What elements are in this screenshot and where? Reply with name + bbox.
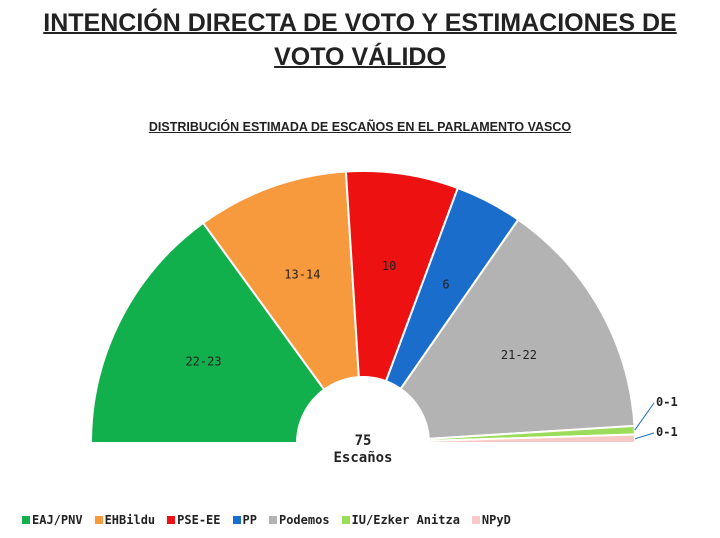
data-label-pp: 6 — [442, 277, 449, 291]
chart-subtitle: DISTRIBUCIÓN ESTIMADA DE ESCAÑOS EN EL P… — [148, 120, 572, 134]
legend-swatch — [268, 516, 277, 524]
leader-line-iu-ezker-anitza — [634, 402, 655, 431]
legend-item-eaj-pnv: EAJ/PNV — [22, 513, 83, 527]
chart-legend: EAJ/PNV EHBildu PSE-EE PP Podemos IU/Ezker An… — [22, 513, 720, 527]
slice-eaj-pnv — [89, 221, 326, 444]
legend-label: Podemos — [278, 513, 330, 527]
legend-item-pp: PP — [232, 513, 257, 527]
data-label-npyd: 0-1 — [656, 425, 678, 439]
legend-swatch — [471, 516, 480, 524]
title-line-2: VOTO VÁLIDO — [274, 43, 446, 71]
legend-item-podemos: Podemos — [268, 513, 330, 527]
slice-podemos — [399, 218, 636, 440]
data-label-podemos: 21-22 — [501, 348, 537, 362]
legend-label: IU/Ezker Anitza — [351, 513, 460, 527]
data-label-iu-ezker-anitza: 0-1 — [656, 395, 678, 409]
data-label-eaj-pnv: 22-23 — [185, 355, 221, 369]
total-seats-value: 75 — [355, 433, 372, 449]
legend-swatch — [232, 516, 241, 524]
legend-swatch — [94, 516, 103, 524]
slice-npyd — [427, 433, 637, 444]
legend-item-pse-ee: PSE-EE — [167, 513, 221, 527]
leader-line-npyd — [634, 432, 655, 440]
legend-swatch — [167, 516, 176, 524]
legend-item-npyd: NPyD — [471, 513, 511, 527]
legend-swatch — [341, 516, 350, 524]
legend-item-iu-ezker-anitza: IU/Ezker Anitza — [341, 513, 460, 527]
legend-swatch — [22, 516, 30, 524]
slice-ehbildu — [201, 170, 360, 392]
legend-label: NPyD — [481, 513, 511, 527]
total-seats-label: Escaños — [333, 450, 392, 466]
legend-label: PSE-EE — [177, 513, 221, 527]
data-label-pse-ee: 10 — [382, 259, 396, 273]
chart-data-labels: 22-23 13-14 10 6 21-22 0-1 0-1 — [185, 259, 678, 440]
legend-label: EAJ/PNV — [32, 513, 83, 527]
chart-slices — [89, 170, 637, 444]
legend-label: PP — [242, 513, 257, 527]
page-title: INTENCIÓN DIRECTA DE VOTO Y ESTIMACIONES… — [0, 6, 720, 74]
data-label-ehbildu: 13-14 — [284, 268, 320, 282]
title-line-1: INTENCIÓN DIRECTA DE VOTO Y ESTIMACIONES… — [43, 9, 677, 37]
legend-item-ehbildu: EHBildu — [94, 513, 156, 527]
legend-label: EHBildu — [104, 513, 156, 527]
